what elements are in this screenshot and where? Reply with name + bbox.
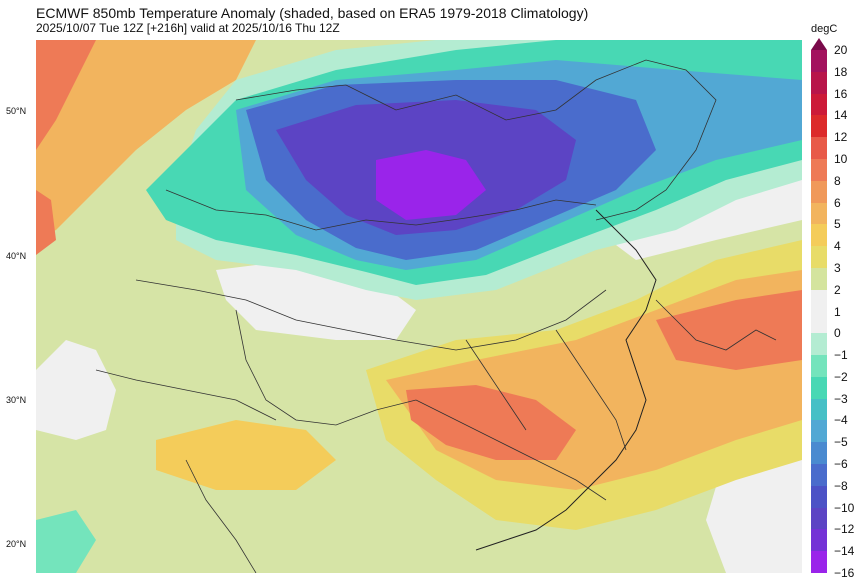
colorbar-segment (811, 71, 827, 95)
colorbar-tick-label: −14 (834, 544, 855, 559)
colorbar-tick-label: 5 (834, 217, 841, 232)
lat-label-40n: 40°N (6, 251, 27, 261)
colorbar-segment (811, 464, 827, 487)
colorbar-segment (811, 202, 827, 225)
chart-subtitle: 2025/10/07 Tue 12Z [+216h] valid at 2025… (36, 21, 340, 35)
colorbar-tick-label: 20 (834, 43, 848, 57)
colorbar-segment (811, 289, 827, 312)
colorbar-tick-label: −16 (834, 566, 855, 580)
colorbar-segment (811, 355, 827, 378)
colorbar-tick-label: 12 (834, 130, 848, 145)
warm-anomaly-far-west (36, 40, 96, 150)
colorbar-segment (811, 267, 827, 291)
colorbar-overflow-arrow (811, 38, 827, 50)
colorbar-tick-label: −8 (834, 478, 848, 493)
coastline (475, 209, 657, 551)
colorbar-tick-label: −12 (834, 522, 855, 537)
colorbar-tick-label: 8 (834, 173, 841, 188)
lat-label-30n: 30°N (6, 395, 27, 405)
warm-anomaly-west-core (36, 190, 56, 255)
colorbar-segment (811, 93, 827, 116)
colorbar-tick-label: 10 (834, 151, 848, 166)
colorbar-segment (811, 180, 827, 204)
colorbar-tick-label: −10 (834, 500, 855, 515)
colorbar-tick-label: 18 (834, 64, 848, 79)
colorbar-segment (811, 246, 827, 269)
warm-anomaly-south-core (406, 385, 576, 460)
lat-label-20n: 20°N (6, 539, 27, 549)
colorbar-segment (811, 311, 827, 334)
colorbar-segment (811, 115, 827, 138)
colorbar-segment (811, 137, 827, 160)
colorbar-segment (811, 224, 827, 247)
colorbar-tick-label: 1 (834, 304, 841, 319)
colorbar-segment (811, 551, 827, 574)
neutral-anomaly-west (36, 340, 116, 440)
colorbar-tick-label: 2 (834, 282, 841, 297)
colorbar-segment (811, 485, 827, 509)
colorbar-segment (811, 398, 827, 421)
colorbar-tick-label: −1 (834, 348, 848, 363)
lat-label-50n: 50°N (6, 106, 27, 116)
colorbar-tick-label: 6 (834, 195, 841, 210)
colorbar-segment (811, 333, 827, 356)
anomaly-map[interactable] (36, 40, 802, 573)
colorbar-tick-label: 3 (834, 260, 841, 275)
warm-anomaly-japan (656, 290, 802, 370)
colorbar-segment (811, 507, 827, 530)
colorbar-tick-label: −2 (834, 369, 848, 384)
cold-anomaly-southwest (36, 510, 96, 573)
cold-anomaly-core (376, 150, 486, 220)
colorbar-segment (811, 442, 827, 465)
colorbar-tick-label: 14 (834, 108, 848, 123)
colorbar-segment (811, 376, 827, 400)
colorbar-unit: degC (811, 23, 838, 35)
colorbar-tick-label: −4 (834, 413, 848, 428)
colorbar-tick-label: 4 (834, 239, 841, 254)
colorbar-segment (811, 529, 827, 552)
warm-anomaly-southwest (156, 420, 336, 490)
colorbar-tick-label: −6 (834, 457, 848, 472)
colorbar-segment (811, 50, 827, 73)
warm-anomaly-northwest (36, 40, 256, 240)
colorbar-tick-label: −3 (834, 391, 848, 406)
boundary-lines (95, 59, 777, 573)
colorbar-segment (811, 420, 827, 443)
colorbar-tick-label: −5 (834, 435, 848, 450)
colorbar (811, 50, 827, 574)
colorbar-tick-label: 16 (834, 86, 848, 101)
colorbar-segment (811, 158, 827, 182)
colorbar-tick-label: 0 (834, 326, 841, 341)
map-svg (36, 40, 802, 573)
chart-title: ECMWF 850mb Temperature Anomaly (shaded,… (36, 5, 589, 21)
